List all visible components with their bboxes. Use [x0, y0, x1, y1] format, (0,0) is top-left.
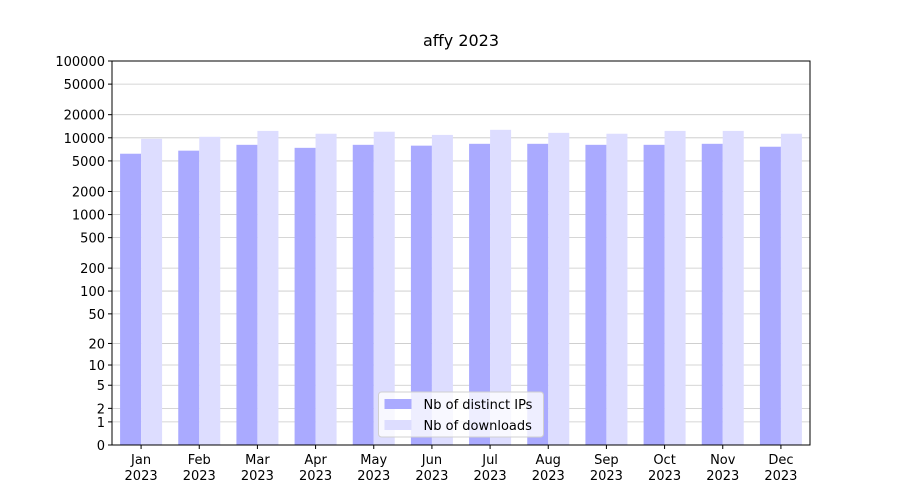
x-tick-label: Aug 2023: [531, 453, 565, 484]
bar: [352, 144, 374, 445]
plot-frame: [111, 60, 811, 446]
bar: [469, 143, 491, 446]
bar: [431, 134, 453, 445]
bar: [585, 144, 607, 445]
y-tick-label: 50000: [64, 78, 105, 93]
x-tick-label: Jan 2023: [124, 453, 158, 484]
x-tick-label: Nov 2023: [706, 453, 740, 484]
bar: [759, 146, 781, 445]
bar: [643, 144, 665, 445]
bar: [199, 136, 221, 445]
x-tick-label: Apr 2023: [299, 453, 333, 484]
bar: [141, 138, 163, 446]
y-tick-label: 100000: [55, 55, 105, 70]
bar: [701, 143, 723, 446]
x-tick-label: Oct 2023: [648, 453, 682, 484]
x-tick-label: May 2023: [357, 453, 391, 484]
legend-label: Nb of distinct IPs: [424, 398, 533, 413]
bar: [236, 144, 258, 445]
y-tick-label: 2: [97, 402, 105, 417]
y-tick-label: 0: [97, 439, 105, 454]
y-tick-label: 1000: [72, 209, 105, 224]
y-tick-label: 100: [80, 285, 105, 300]
x-tick-label: Mar 2023: [240, 453, 274, 484]
bar: [664, 130, 686, 445]
y-tick-label: 1: [97, 416, 105, 431]
y-tick-label: 10000: [64, 132, 105, 147]
bar: [178, 150, 200, 445]
y-tick-label: 10: [88, 359, 105, 374]
legend: Nb of distinct IPs Nb of downloads: [378, 391, 544, 438]
bar: [722, 130, 744, 445]
x-tick-label: Dec 2023: [764, 453, 798, 484]
y-tick-label: 5000: [72, 155, 105, 170]
bar: [606, 133, 628, 446]
y-tick-label: 200: [80, 262, 105, 277]
y-tick-label: 20000: [64, 109, 105, 124]
bar: [548, 132, 570, 445]
bar: [294, 147, 316, 446]
legend-swatch: [384, 420, 412, 430]
chart-title: affy 2023: [423, 31, 499, 50]
bar: [373, 131, 395, 445]
bar: [120, 153, 142, 445]
bar: [410, 145, 432, 446]
x-tick-label: Feb 2023: [182, 453, 216, 484]
x-tick-label: Jun 2023: [415, 453, 449, 484]
legend-box: [378, 391, 544, 438]
legend-label: Nb of downloads: [424, 419, 533, 434]
y-tick-label: 2000: [72, 185, 105, 200]
x-tick-label: Jul 2023: [473, 453, 507, 484]
y-tick-label: 5: [97, 379, 105, 394]
y-tick-label: 50: [88, 308, 105, 323]
legend-swatch: [384, 399, 412, 409]
bar: [527, 143, 549, 446]
bar: [315, 133, 337, 446]
x-tick-label: Sep 2023: [589, 453, 623, 484]
y-tick-label: 500: [80, 232, 105, 247]
y-tick-label: 20: [88, 337, 105, 352]
bar: [490, 129, 512, 446]
bar: [780, 133, 802, 446]
bar: [257, 130, 279, 445]
